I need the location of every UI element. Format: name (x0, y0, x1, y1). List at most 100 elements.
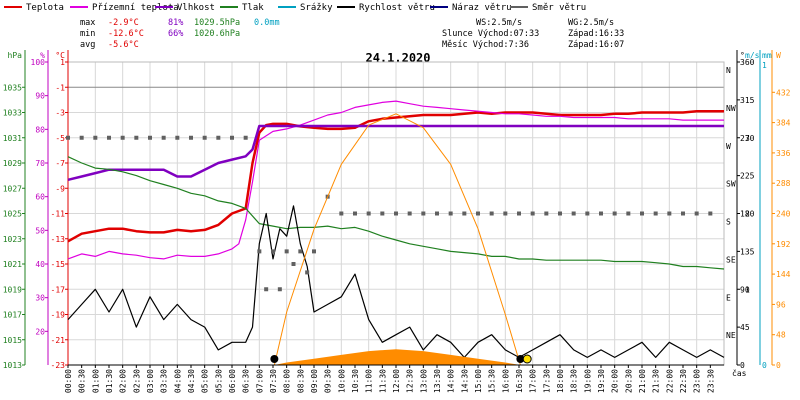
axis-celsius-label-3: -17 (51, 285, 66, 294)
marker-5-2 (93, 135, 98, 140)
x-label-29: 14:30 (460, 369, 469, 393)
axis-wind-label-1: 1 (745, 285, 750, 294)
marker-5-24 (339, 211, 344, 216)
x-label-46: 23:00 (693, 369, 702, 393)
legend-label-1: Přízemní teplota (92, 3, 179, 13)
axis-celsius-label-0: -23 (51, 361, 66, 370)
axis-hpa-label-6: 1025 (3, 210, 22, 219)
x-label-38: 19:00 (583, 369, 592, 393)
x-label-28: 14:00 (447, 369, 456, 393)
marker-5-25 (353, 211, 357, 216)
x-label-45: 22:30 (679, 369, 688, 393)
x-label-4: 02:00 (119, 369, 128, 393)
series-line-0 (67, 109, 724, 243)
chart-title: 24.1.2020 (365, 51, 430, 65)
axis-direction-title: ° (740, 51, 745, 60)
axis-solar-label-8: 384 (776, 119, 791, 128)
x-label-14: 07:00 (255, 369, 264, 393)
marker-5-8 (175, 135, 180, 140)
marker-5-21 (305, 270, 310, 275)
axis-percent-label-6: 80 (35, 125, 45, 134)
axis-direction-label-1: 45 (740, 323, 750, 332)
axis-hpa-label-9: 1031 (3, 134, 22, 143)
axis-solar-label-6: 288 (776, 179, 791, 188)
x-label-10: 05:00 (201, 369, 210, 393)
axis-solar-label-5: 240 (776, 210, 791, 219)
sunrise-marker (270, 355, 279, 363)
axis-celsius-label-5: -13 (51, 235, 66, 244)
axis-solar-label-9: 432 (776, 88, 791, 97)
marker-5-28 (394, 211, 398, 216)
axis-percent-label-1: 30 (35, 294, 45, 303)
x-label-41: 20:30 (624, 369, 633, 393)
axis-hpa-title: hPa (8, 51, 23, 60)
x-label-31: 15:30 (488, 369, 497, 393)
axis-hpa-label-2: 1017 (3, 311, 22, 320)
x-label-43: 21:30 (652, 369, 661, 393)
marker-5-16 (271, 249, 275, 254)
x-label-18: 09:00 (310, 369, 319, 393)
marker-5-47 (653, 211, 658, 216)
axis-direction-compass-8: N (726, 66, 731, 75)
marker-5-45 (626, 211, 631, 216)
axis-direction-label-2: 90 (740, 285, 750, 294)
x-label-35: 17:30 (542, 369, 551, 393)
axis-hpa-label-11: 1035 (3, 83, 22, 92)
axis-solar-label-4: 192 (776, 240, 791, 249)
axis-wind-title: m/s (745, 51, 760, 60)
marker-5-51 (708, 211, 713, 216)
axis-direction-compass-1: NE (726, 331, 736, 340)
x-axis-title: čas (732, 368, 747, 378)
axis-solar-label-7: 336 (776, 149, 791, 158)
marker-5-43 (599, 211, 603, 216)
axis-solar-label-2: 96 (776, 300, 786, 309)
axis-solar-label-0: 0 (776, 361, 781, 370)
axis-celsius-label-10: -3 (55, 109, 65, 118)
marker-5-9 (189, 135, 193, 140)
axis-hpa-label-4: 1021 (3, 260, 22, 269)
axis-direction-compass-2: E (726, 293, 731, 302)
axis-direction-label-4: 180 (740, 210, 755, 219)
axis-direction-compass-7: NW (726, 104, 736, 113)
marker-5-33 (462, 211, 467, 216)
marker-5-12 (230, 135, 234, 140)
x-label-26: 13:00 (419, 369, 428, 393)
axis-rain-label-0: 0 (762, 361, 767, 370)
series-solar-fill (274, 349, 521, 365)
marker-5-32 (448, 211, 453, 216)
axis-direction-label-7: 315 (740, 96, 755, 105)
marker-5-26 (366, 211, 371, 216)
x-label-23: 11:30 (378, 369, 387, 393)
stat-sun-rise: Slunce Východ:07:33 (442, 29, 539, 39)
axis-percent-label-0: 20 (35, 327, 45, 336)
x-label-1: 00:30 (78, 369, 87, 393)
axis-celsius-label-6: -11 (51, 210, 66, 219)
axis-celsius-label-7: -9 (55, 184, 65, 193)
legend-label-3: Tlak (242, 3, 264, 13)
axis-direction-label-0: 0 (740, 361, 745, 370)
axis-celsius-label-4: -15 (51, 260, 66, 269)
marker-5-6 (148, 135, 152, 140)
stat-avg-temp: -5.6°C (108, 40, 139, 50)
x-label-22: 11:00 (365, 369, 374, 393)
marker-5-0 (66, 135, 70, 140)
x-label-2: 01:00 (91, 369, 100, 393)
x-label-33: 16:30 (515, 369, 524, 393)
x-label-16: 08:00 (283, 369, 292, 393)
marker-5-1 (79, 135, 84, 140)
stat-max-rain: 0.0mm (254, 18, 280, 28)
sunset-marker (516, 355, 525, 363)
marker-5-22 (312, 249, 316, 254)
marker-5-29 (407, 211, 412, 216)
series-layer (66, 100, 725, 366)
x-label-36: 18:00 (556, 369, 565, 393)
series-line-2 (67, 124, 724, 182)
axis-percent-title: % (40, 51, 45, 60)
axis-wind-label-3: 3 (745, 134, 750, 143)
legend-label-5: Rychlost větru (359, 3, 435, 13)
stats-block: max -2.9°C 81% 1029.5hPa 0.0mm min -12.6°C 66% 1… (80, 18, 624, 50)
x-label-20: 10:00 (337, 369, 346, 393)
marker-5-48 (667, 211, 672, 216)
axis-direction-compass-4: S (726, 218, 731, 227)
